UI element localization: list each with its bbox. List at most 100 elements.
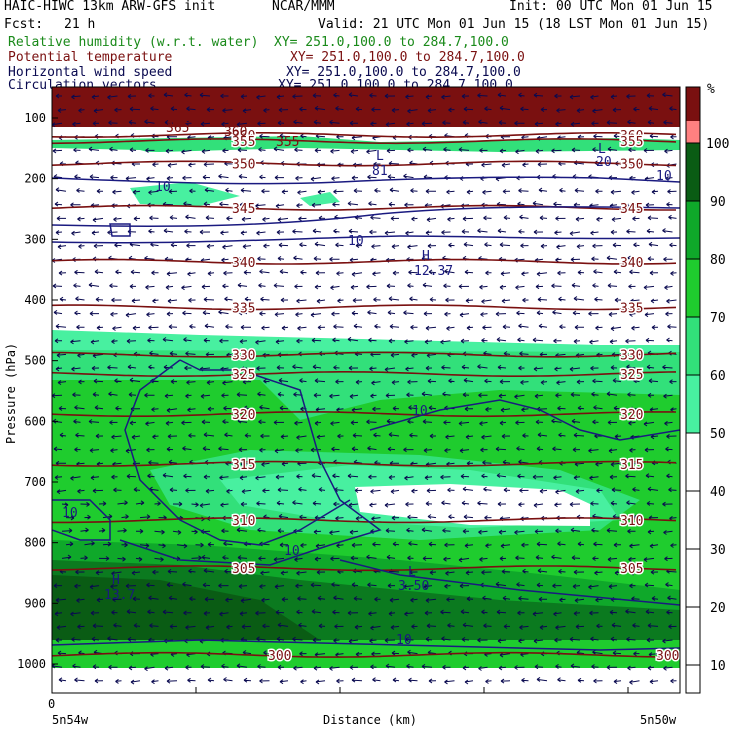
wind-vector [390,624,400,630]
wind-vector [644,447,655,453]
wind-vector [540,107,547,113]
wind-vector [53,583,63,589]
wind-vector [591,664,599,670]
theta-contour [52,460,677,467]
wind-vector [168,324,178,330]
wind-vector [351,310,359,316]
colorbar-tick-label: 50 [710,427,726,442]
theta-label: 335 [232,301,255,316]
wind-vector [258,556,266,561]
wind-vector [499,379,511,385]
wind-vector [484,242,492,248]
wind-vector [204,323,215,329]
wind-vector [421,527,433,533]
field-xy-theta: XY= 251.0,100.0 to 284.7,100.0 [290,50,525,65]
wind-vector [558,296,566,302]
wind-vector [277,487,289,493]
wind-vector [551,554,562,560]
wind-vector [333,324,344,330]
wind-vector [77,624,85,630]
wind-vector [199,229,211,235]
wind-vector [351,542,363,548]
wind-vector [98,527,106,533]
wind-vector [665,446,673,452]
wind-vector [496,337,507,343]
wind-vector [647,486,659,492]
wind-vector [131,298,141,304]
wind-vector [670,270,677,276]
wind-vector [203,568,215,574]
wind-vector [148,228,155,234]
wind-vector [612,650,622,656]
wind-vector [109,146,118,152]
wind-vector [195,542,204,548]
wind-vector [201,419,211,425]
wind-vector [367,582,377,588]
wind-vector [408,269,418,275]
wind-vector [333,92,340,98]
wind-vector [595,325,603,331]
wind-vector [551,283,562,289]
wind-vector [221,663,229,669]
wind-vector [406,121,414,127]
wind-vector [484,106,492,112]
wind-vector [236,663,248,669]
wind-vector [203,296,215,302]
wind-vector [648,105,659,111]
wind-vector [373,432,381,438]
wind-vector [536,541,548,547]
colorbar-tick-label: 30 [710,543,726,558]
wind-vector [57,380,67,386]
wind-vector [485,270,492,276]
wind-vector [573,611,581,616]
wind-vector [596,488,603,494]
wind-vector [334,624,344,629]
wind-vector [532,474,544,480]
wind-vector [427,243,437,249]
wind-vector [295,448,303,453]
y-tick-label: 400 [24,293,46,307]
wind-vector [627,255,636,261]
wind-vector [392,677,400,683]
wind-vector [132,596,141,602]
wind-vector [201,284,211,290]
wind-vector [202,174,211,180]
wind-vector [403,447,414,453]
wind-vector [139,543,150,549]
wind-vector [403,310,414,316]
wind-vector [519,214,529,220]
wind-vector [443,556,451,562]
wind-vector [200,121,211,127]
wind-vector [349,257,359,263]
wind-vector [477,500,488,506]
wind-vector [388,432,400,438]
colorbar-segment [686,549,700,607]
wind-vector [148,364,155,370]
wind-vector [518,92,525,98]
colorbar-tick-label: 80 [710,253,726,268]
theta-label: 360 [232,129,255,144]
wind-vector [441,94,451,100]
wind-vector [240,324,252,330]
wind-vector [497,364,507,370]
wind-vector [349,665,359,670]
wind-vector [278,242,289,248]
wind-vector [466,325,474,331]
wind-vector [170,379,177,385]
wind-vector [162,472,174,478]
wind-vector [181,285,192,291]
wind-vector [574,187,585,193]
wind-vector [129,420,137,426]
wind-vector [59,296,67,302]
theta-label: 345 [232,202,255,217]
wind-vector [424,339,433,345]
wind-vector [278,107,289,113]
wind-vector [170,106,178,112]
wind-vector [407,514,418,520]
wind-vector [609,609,618,615]
wind-vector [495,581,507,587]
wind-vector [350,284,359,290]
wind-vector [607,146,618,152]
wind-vector [570,392,581,398]
wind-vector [514,529,525,535]
